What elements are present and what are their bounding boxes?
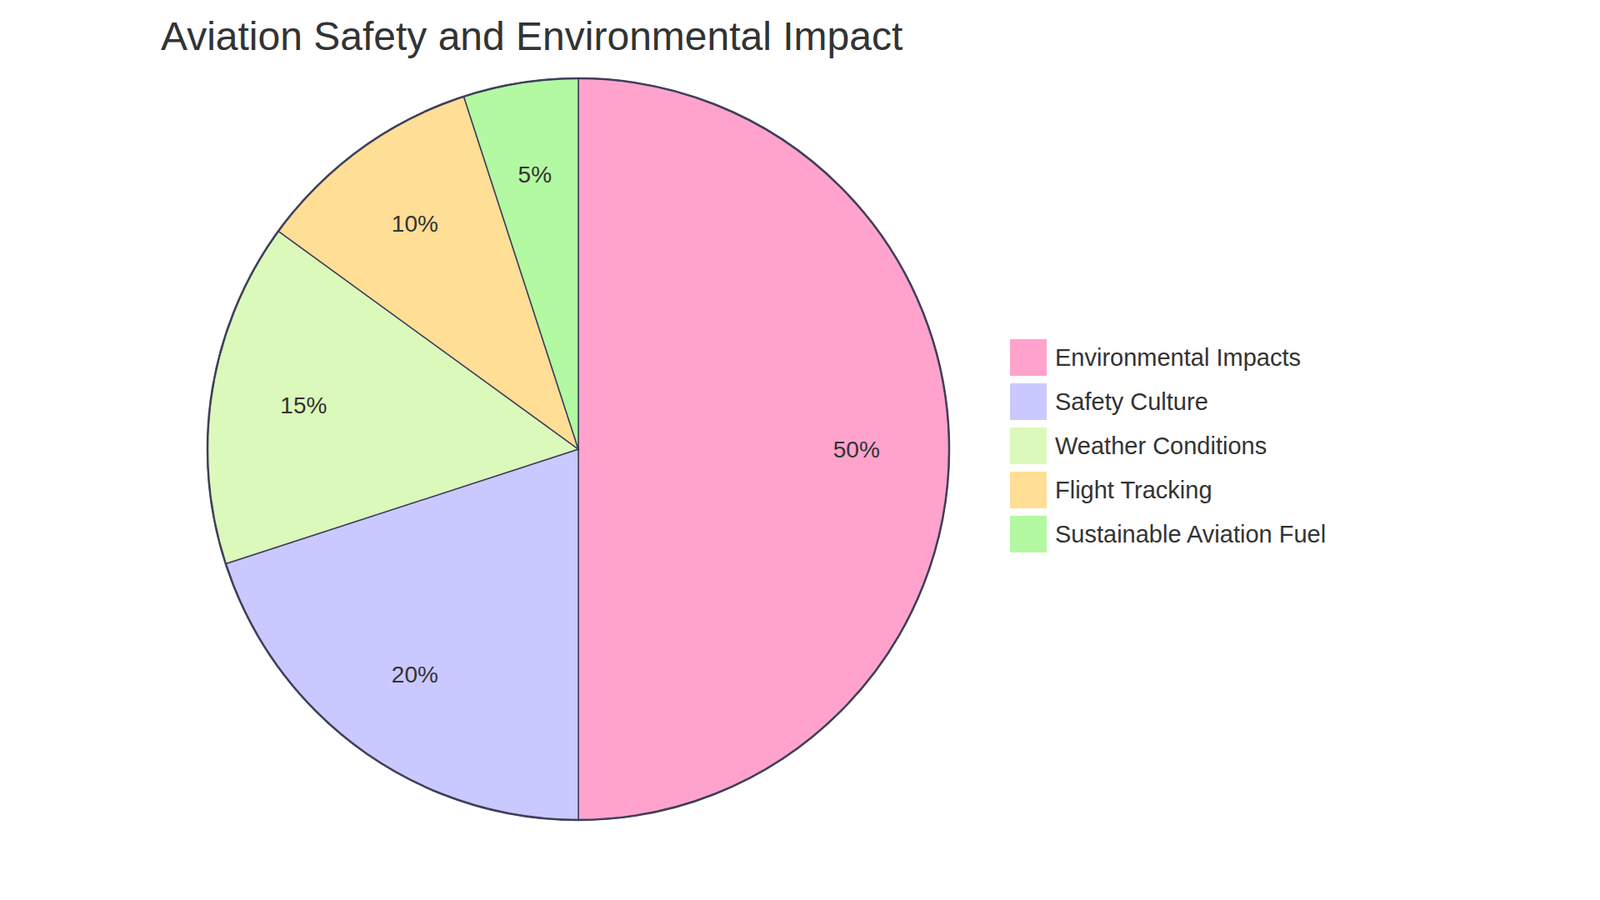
legend-swatch xyxy=(1010,427,1047,465)
data-labels: 50% 20% 15% 10% 5% xyxy=(280,161,880,688)
slices xyxy=(207,78,950,820)
pie-slice xyxy=(463,78,579,450)
title: Aviation Safety and Environmental Impact xyxy=(160,14,903,59)
pie-slice xyxy=(578,78,950,820)
legend-label: Flight Tracking xyxy=(1055,476,1213,504)
data-label: 50% xyxy=(833,436,880,463)
legend-item: Weather Conditions xyxy=(1010,427,1267,465)
legend-label: Environmental Impacts xyxy=(1055,344,1301,371)
legend: Environmental Impacts Safety Culture Weath… xyxy=(1010,339,1326,553)
legend-item: Sustainable Aviation Fuel xyxy=(1010,515,1326,553)
data-label: 10% xyxy=(391,210,439,237)
pie-outline xyxy=(207,78,950,820)
data-label: 20% xyxy=(391,661,439,688)
legend-item: Safety Culture xyxy=(1010,383,1209,420)
legend-item: Flight Tracking xyxy=(1010,471,1213,509)
legend-label: Weather Conditions xyxy=(1055,432,1267,460)
chart: Aviation Safety and Environmental Impact… xyxy=(0,0,1600,900)
legend-label: Sustainable Aviation Fuel xyxy=(1055,520,1326,548)
legend-swatch xyxy=(1010,383,1047,420)
legend-swatch xyxy=(1010,339,1047,376)
legend-label: Safety Culture xyxy=(1055,388,1209,415)
legend-swatch xyxy=(1010,515,1047,553)
legend-item: Environmental Impacts xyxy=(1010,339,1301,376)
data-label: 5% xyxy=(518,161,552,188)
legend-swatch xyxy=(1010,471,1047,509)
data-label: 15% xyxy=(280,392,327,419)
